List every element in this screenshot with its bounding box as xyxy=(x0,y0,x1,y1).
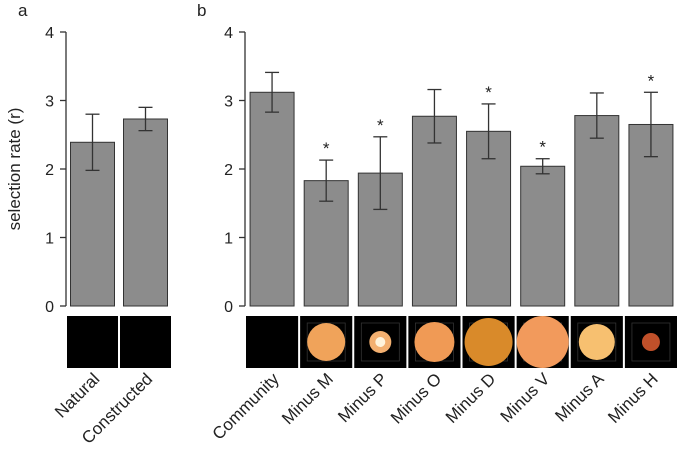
error-bar xyxy=(643,91,658,158)
significance-marker: * xyxy=(539,138,546,157)
image-frame xyxy=(577,322,617,362)
colony xyxy=(641,333,660,351)
error-bar xyxy=(535,158,550,175)
x-tick-label: Minus V xyxy=(497,369,554,426)
y-tick-label: 3 xyxy=(224,94,233,111)
y-tick-label: 4 xyxy=(224,25,233,42)
panel-label: b xyxy=(197,1,206,20)
y-tick-label: 2 xyxy=(45,162,54,179)
bar xyxy=(249,91,295,307)
x-tick-label: Natural xyxy=(51,369,103,421)
y-tick-label: 3 xyxy=(45,94,54,111)
significance-marker: * xyxy=(648,71,655,90)
bar xyxy=(123,118,168,307)
y-tick-label: 1 xyxy=(224,231,233,248)
error-bar xyxy=(589,92,604,139)
image-frame xyxy=(631,322,671,362)
bar xyxy=(411,115,457,307)
y-axis-label: selection rate (r) xyxy=(5,108,24,231)
error-bar xyxy=(427,88,442,144)
x-tick-label: Minus P xyxy=(334,369,391,426)
colony xyxy=(464,318,513,366)
bar xyxy=(466,130,512,307)
colony xyxy=(307,323,346,361)
y-tick-label: 2 xyxy=(224,162,233,179)
x-tick-label: Minus H xyxy=(604,369,662,427)
y-tick-label: 1 xyxy=(45,231,54,248)
error-bar xyxy=(85,113,100,172)
error-bar xyxy=(481,103,496,160)
colony xyxy=(414,322,455,362)
x-tick-label: Minus O xyxy=(387,369,445,427)
y-tick-label: 0 xyxy=(45,299,54,316)
image-frame xyxy=(360,322,400,362)
panel-label: a xyxy=(18,1,28,20)
colony-center xyxy=(375,337,386,347)
image-tile xyxy=(246,316,299,368)
bar xyxy=(574,115,620,307)
error-bar xyxy=(265,71,280,113)
significance-marker: * xyxy=(377,116,384,135)
image-tile xyxy=(120,316,171,368)
y-tick-label: 0 xyxy=(224,299,233,316)
error-bar xyxy=(373,136,388,211)
image-tile xyxy=(67,316,118,368)
x-tick-label: Minus M xyxy=(278,369,337,428)
significance-marker: * xyxy=(485,83,492,102)
y-tick-label: 4 xyxy=(45,25,54,42)
x-tick-label: Community xyxy=(209,369,284,444)
error-bar xyxy=(138,106,153,132)
error-bar xyxy=(319,159,334,202)
bar xyxy=(520,165,566,307)
significance-marker: * xyxy=(323,139,330,158)
x-tick-label: Minus D xyxy=(442,369,500,427)
x-tick-label: Minus A xyxy=(551,369,608,426)
colony xyxy=(516,316,569,368)
colony xyxy=(578,324,615,360)
